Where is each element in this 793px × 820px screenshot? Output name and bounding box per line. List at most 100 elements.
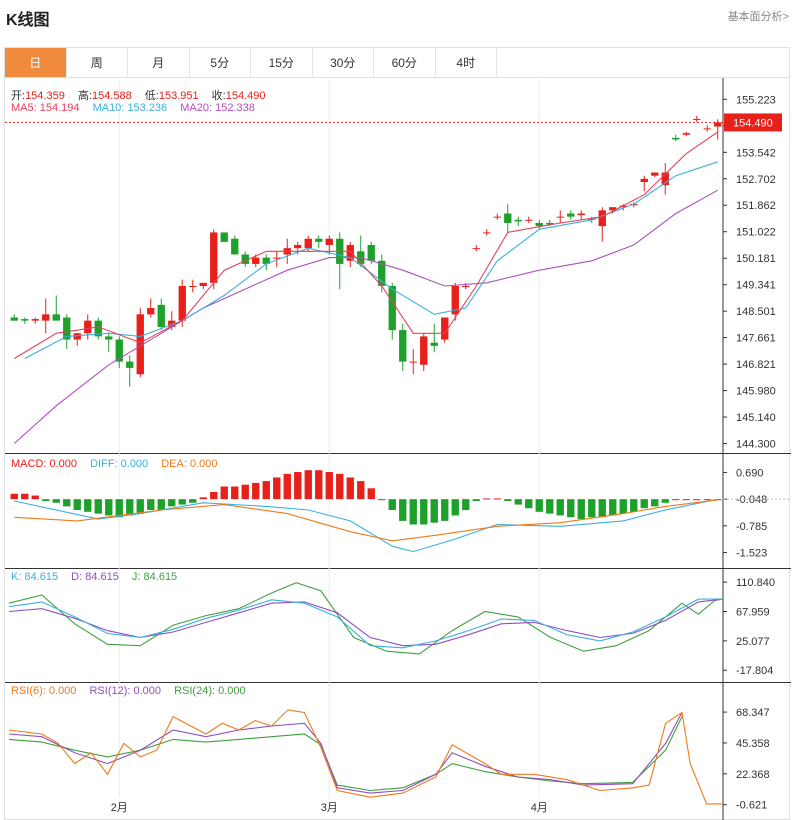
candle-body — [409, 361, 417, 363]
macd-legend-value: MACD: 0.000 — [11, 458, 78, 470]
rsi-tick-label: -0.621 — [736, 800, 767, 812]
candle-body — [346, 245, 354, 261]
tab-day[interactable]: 日 — [5, 48, 67, 77]
macd-bar — [189, 499, 197, 503]
chart-area[interactable]: 2月3月4月155.223154.382153.542152.702151.86… — [4, 78, 791, 820]
macd-bar — [514, 499, 522, 505]
candle-body — [42, 314, 50, 321]
tab-30min[interactable]: 30分 — [313, 48, 374, 77]
macd-bar — [483, 498, 491, 500]
macd-bar — [577, 499, 585, 520]
macd-bar — [168, 499, 176, 507]
macd-bar — [630, 499, 638, 512]
candle-body — [273, 257, 281, 259]
rsi24-legend-value: RSI(24): 0.000 — [174, 685, 246, 697]
macd-bar — [420, 499, 428, 525]
macd-bar — [73, 499, 81, 511]
dea-line — [14, 499, 718, 542]
macd-tick-label: 0.690 — [736, 467, 764, 479]
rsi12-legend-value: RSI(12): 0.000 — [89, 685, 162, 697]
macd-bar — [42, 499, 50, 501]
macd-bar — [147, 499, 155, 511]
candle-body — [619, 205, 627, 208]
price-tick-label: 155.223 — [736, 94, 776, 106]
d-legend-value: D: 84.615 — [71, 571, 119, 583]
macd-bar — [651, 499, 659, 507]
candle-body — [588, 218, 596, 220]
ma-legend: MA5: 154.194 MA10: 153.236 MA20: 152.338 — [11, 102, 265, 114]
macd-bar — [546, 499, 554, 514]
macd-bar — [199, 497, 207, 500]
candle-body — [84, 320, 92, 334]
macd-bar — [21, 493, 29, 500]
price-tick-label: 152.702 — [736, 174, 776, 186]
macd-bar — [115, 499, 123, 518]
ohlc-legend: 开:154.359 高:154.588 低:153.951 收:154.490 — [11, 87, 276, 103]
price-tick-label: 150.181 — [736, 253, 776, 265]
low-value: 153.951 — [158, 90, 199, 102]
macd-bar — [94, 499, 102, 514]
kdj-tick-label: 110.840 — [736, 577, 775, 589]
macd-bar — [409, 499, 417, 525]
candle-body — [451, 285, 459, 315]
tab-15min[interactable]: 15分 — [251, 48, 313, 77]
candle-body — [493, 216, 501, 218]
macd-bar — [105, 499, 113, 516]
macd-bar — [63, 499, 71, 507]
macd-bar — [346, 477, 354, 500]
candle-body — [126, 361, 134, 368]
macd-bar — [451, 499, 459, 516]
tab-month[interactable]: 月 — [128, 48, 190, 77]
macd-bar — [619, 499, 627, 514]
kline-chart-svg[interactable]: 2月3月4月155.223154.382153.542152.702151.86… — [5, 78, 791, 820]
macd-bar — [378, 499, 386, 501]
fundamental-analysis-link[interactable]: 基本面分析> — [727, 11, 789, 23]
macd-bar — [703, 499, 711, 501]
candle-body — [136, 314, 144, 375]
last-price-label: 154.490 — [733, 117, 773, 129]
candle-body — [483, 232, 491, 234]
macd-bar — [136, 499, 144, 514]
candle-body — [609, 207, 617, 211]
kdj-tick-label: -17.804 — [736, 665, 773, 677]
tab-4h[interactable]: 4时 — [436, 48, 497, 77]
tab-week[interactable]: 周 — [67, 48, 128, 77]
open-value: 154.359 — [25, 90, 65, 102]
macd-tick-label: -0.785 — [736, 521, 767, 533]
candle-body — [577, 213, 585, 216]
rsi-tick-label: 68.347 — [736, 707, 770, 719]
price-tick-label: 144.300 — [736, 439, 776, 451]
macd-tick-label: -0.048 — [736, 494, 767, 506]
tab-5min[interactable]: 5分 — [190, 48, 251, 77]
high-label: 高: — [77, 90, 92, 102]
macd-bar — [10, 493, 18, 500]
macd-bar — [336, 473, 344, 500]
candle-body — [525, 219, 533, 221]
candle-body — [262, 257, 270, 264]
candle-body — [178, 285, 186, 321]
macd-bar — [609, 499, 617, 516]
rsi12-line — [8, 712, 683, 794]
ma10-legend: MA10: 153.236 — [92, 102, 168, 114]
candle-body — [703, 128, 711, 130]
candle-body — [315, 238, 323, 242]
macd-bar — [252, 482, 260, 500]
dea-legend-value: DEA: 0.000 — [161, 458, 218, 470]
candle-body — [210, 232, 218, 283]
macd-bar — [640, 499, 648, 509]
d-line — [8, 598, 724, 647]
macd-bar — [525, 499, 533, 509]
price-tick-label: 149.341 — [736, 280, 776, 292]
price-tick-label: 153.542 — [736, 147, 776, 159]
candle-body — [294, 245, 302, 249]
macd-bar — [472, 499, 480, 501]
candle-body — [556, 216, 564, 218]
close-label: 收: — [211, 90, 226, 102]
candle-body — [63, 317, 71, 340]
ma5-legend: MA5: 154.194 — [11, 102, 80, 114]
price-tick-label: 148.501 — [736, 306, 776, 318]
candle-body — [514, 219, 522, 222]
macd-bar — [126, 499, 134, 516]
candle-body — [168, 320, 176, 327]
tab-60min[interactable]: 60分 — [374, 48, 436, 77]
